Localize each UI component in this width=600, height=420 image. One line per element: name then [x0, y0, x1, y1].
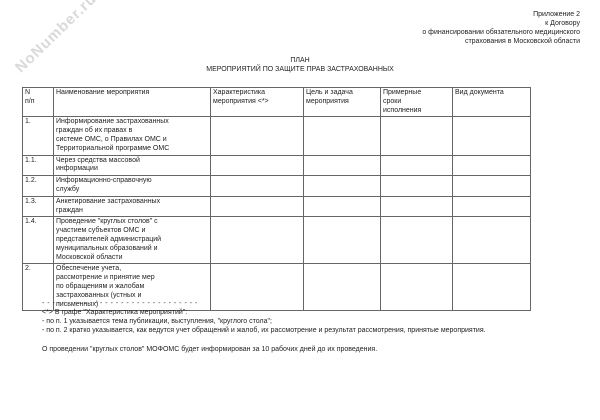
empty-cell: [452, 216, 531, 265]
empty-cell: [380, 154, 453, 177]
empty-cell: [452, 154, 531, 177]
appendix-header-line: к Договору: [545, 20, 580, 27]
empty-cell: [210, 195, 304, 218]
row-num-cell: 2.: [22, 263, 54, 312]
table-row: 1.3. Анкетирование застрахованных гражда…: [22, 195, 531, 218]
empty-cell: [303, 154, 381, 177]
table-row: 1. Информирование застрахованных граждан…: [22, 116, 531, 156]
footnotes-block: - - - - - - - - - - - - - - - - - - - - …: [42, 299, 582, 354]
row-name-cell: Проведение "круглых столов" с участием с…: [53, 216, 211, 265]
column-header-characteristic: Характеристика мероприятия <*>: [210, 86, 304, 118]
row-name-cell: Анкетирование застрахованных граждан: [53, 195, 211, 218]
row-num-cell: 1.4.: [22, 216, 54, 265]
row-name-cell: Через средства массовой информации: [53, 154, 211, 177]
row-name-cell: Информационно-справочную службу: [53, 175, 211, 197]
empty-cell: [380, 175, 453, 197]
table-row: 2. Обеспечение учета, рассмотрение и при…: [22, 263, 531, 312]
final-note: О проведении "круглых столов" МОФОМС буд…: [42, 346, 378, 353]
row-num-cell: 1.3.: [22, 195, 54, 218]
empty-cell: [210, 154, 304, 177]
table-row: 1.2. Информационно-справочную службу: [22, 175, 531, 197]
table-header-row: N п/п Наименование мероприятия Характери…: [22, 86, 531, 118]
empty-cell: [452, 195, 531, 218]
row-num-cell: 1.: [22, 116, 54, 156]
table-row: 1.4. Проведение "круглых столов" с участ…: [22, 216, 531, 265]
footnote-line: - по п. 1 указывается тема публикации, в…: [42, 318, 272, 325]
empty-cell: [303, 263, 381, 312]
empty-cell: [303, 216, 381, 265]
footnote-line: <*> В графе "Характеристика мероприятий"…: [42, 309, 188, 316]
empty-cell: [210, 263, 304, 312]
document-title: ПЛАН МЕРОПРИЯТИЙ ПО ЗАЩИТЕ ПРАВ ЗАСТРАХО…: [0, 56, 600, 74]
appendix-header-line: о финансировании обязательного медицинск…: [422, 29, 580, 36]
empty-cell: [303, 175, 381, 197]
empty-cell: [380, 216, 453, 265]
appendix-header-line: Приложение 2: [533, 11, 580, 18]
plan-table: N п/п Наименование мероприятия Характери…: [22, 86, 531, 312]
row-num-cell: 1.2.: [22, 175, 54, 197]
footnote-separator: - - - - - - - - - - - - - - - - - - - - …: [42, 300, 198, 307]
empty-cell: [452, 116, 531, 156]
empty-cell: [380, 116, 453, 156]
empty-cell: [452, 175, 531, 197]
column-header-doc-type: Вид документа: [452, 86, 531, 118]
row-num-cell: 1.1.: [22, 154, 54, 177]
empty-cell: [452, 263, 531, 312]
empty-cell: [210, 216, 304, 265]
empty-cell: [303, 195, 381, 218]
appendix-header-line: страхования в Московской области: [464, 38, 580, 45]
column-header-name: Наименование мероприятия: [53, 86, 211, 118]
table-row: 1.1. Через средства массовой информации: [22, 154, 531, 177]
row-name-cell: Информирование застрахованных граждан об…: [53, 116, 211, 156]
title-line-2: МЕРОПРИЯТИЙ ПО ЗАЩИТЕ ПРАВ ЗАСТРАХОВАННЫ…: [206, 66, 394, 73]
column-header-num: N п/п: [22, 86, 54, 118]
empty-cell: [210, 175, 304, 197]
column-header-goal: Цель и задача мероприятия: [303, 86, 381, 118]
appendix-header: Приложение 2 к Договору о финансировании…: [422, 10, 580, 46]
column-header-dates: Примерные сроки исполнения: [380, 86, 453, 118]
empty-cell: [380, 195, 453, 218]
title-line-1: ПЛАН: [290, 57, 310, 64]
empty-cell: [210, 116, 304, 156]
footnote-line: - по п. 2 кратко указывается, как ведутс…: [42, 327, 486, 334]
empty-cell: [303, 116, 381, 156]
